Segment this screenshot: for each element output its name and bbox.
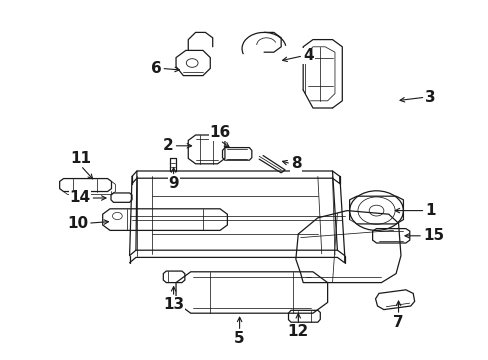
Text: 14: 14 — [69, 190, 90, 206]
Text: 7: 7 — [392, 315, 403, 330]
Text: 4: 4 — [303, 48, 313, 63]
Text: 16: 16 — [209, 125, 230, 140]
Text: 8: 8 — [290, 156, 301, 171]
Text: 11: 11 — [70, 150, 91, 166]
Text: 1: 1 — [425, 203, 435, 218]
Text: 5: 5 — [234, 331, 244, 346]
Text: 2: 2 — [163, 138, 173, 153]
Text: 9: 9 — [168, 176, 179, 192]
Text: 10: 10 — [67, 216, 88, 231]
Text: 13: 13 — [163, 297, 184, 312]
Text: 6: 6 — [150, 61, 161, 76]
Text: 15: 15 — [422, 228, 443, 243]
Text: 12: 12 — [287, 324, 308, 339]
Text: 3: 3 — [425, 90, 435, 105]
